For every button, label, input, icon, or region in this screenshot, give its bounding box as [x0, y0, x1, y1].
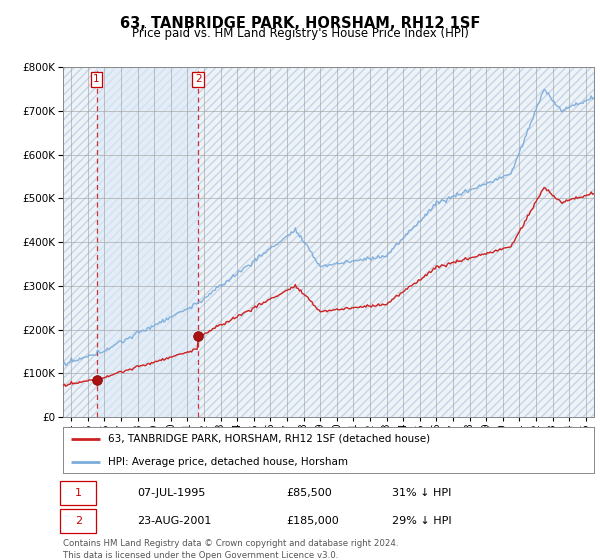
- Text: HPI: Average price, detached house, Horsham: HPI: Average price, detached house, Hors…: [108, 457, 348, 466]
- Text: 07-JUL-1995: 07-JUL-1995: [137, 488, 206, 498]
- Text: Contains HM Land Registry data © Crown copyright and database right 2024.
This d: Contains HM Land Registry data © Crown c…: [63, 539, 398, 559]
- FancyBboxPatch shape: [61, 509, 97, 533]
- FancyBboxPatch shape: [61, 481, 97, 505]
- Text: 31% ↓ HPI: 31% ↓ HPI: [392, 488, 452, 498]
- Text: 23-AUG-2001: 23-AUG-2001: [137, 516, 212, 526]
- Text: 2: 2: [195, 74, 202, 85]
- Text: £185,000: £185,000: [286, 516, 339, 526]
- Text: 63, TANBRIDGE PARK, HORSHAM, RH12 1SF (detached house): 63, TANBRIDGE PARK, HORSHAM, RH12 1SF (d…: [108, 434, 430, 444]
- Text: 1: 1: [93, 74, 100, 85]
- Text: 63, TANBRIDGE PARK, HORSHAM, RH12 1SF: 63, TANBRIDGE PARK, HORSHAM, RH12 1SF: [120, 16, 480, 31]
- Text: 29% ↓ HPI: 29% ↓ HPI: [392, 516, 452, 526]
- Text: Price paid vs. HM Land Registry's House Price Index (HPI): Price paid vs. HM Land Registry's House …: [131, 27, 469, 40]
- Text: 1: 1: [75, 488, 82, 498]
- Bar: [97, 67, 198, 417]
- Text: 2: 2: [75, 516, 82, 526]
- Text: £85,500: £85,500: [286, 488, 332, 498]
